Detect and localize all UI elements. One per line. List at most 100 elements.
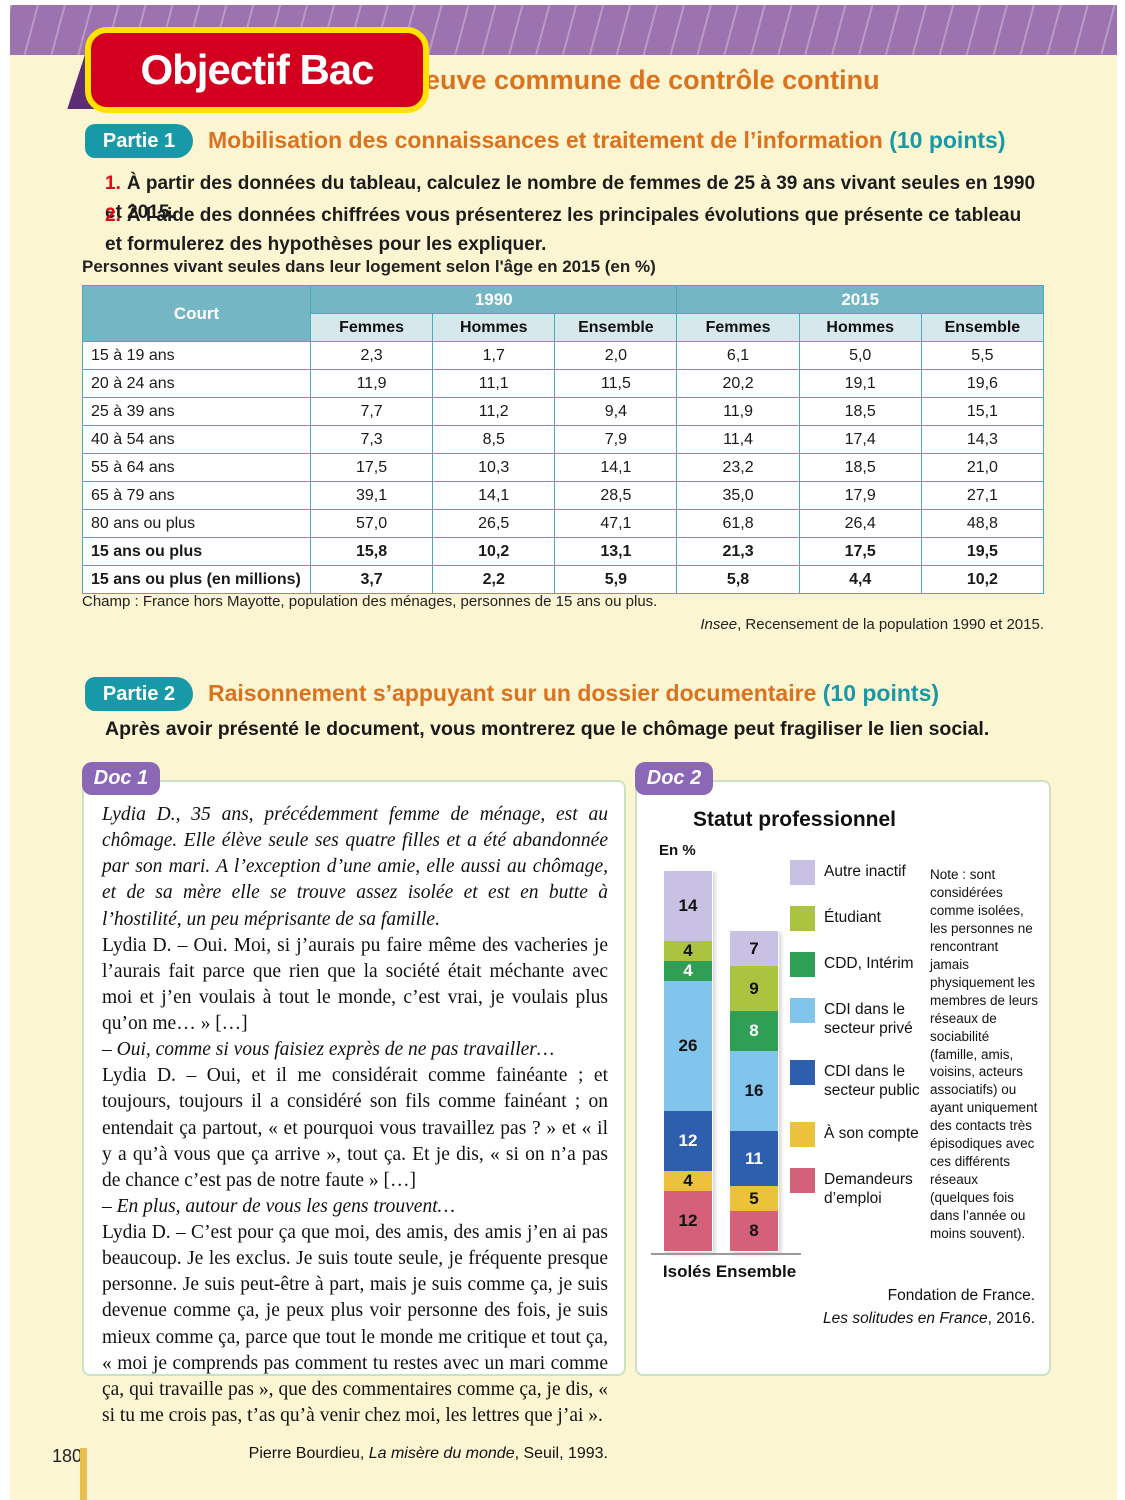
table-cell: 5,9 [554,565,678,594]
bar-segment: 8 [730,1011,778,1051]
legend-label: CDD, Intérim [824,955,914,972]
legend-item: CDD, Intérim [790,952,932,977]
table-cell: 48,8 [920,509,1045,538]
row-label: 15 ans ou plus (en millions) [82,565,311,594]
partie2-title: Raisonnement s’appuyant sur un dossier d… [208,680,939,707]
table-cell: 17,5 [309,453,434,482]
chart-legend: Autre inactif Étudiant CDD, Intérim CDI dan… [790,860,932,1208]
table-subheader: Ensemble [920,313,1045,342]
table-cell: 1,7 [432,341,556,370]
legend-swatch [790,952,815,977]
table-cell: 3,7 [309,565,434,594]
bar-segment: 7 [730,931,778,966]
question-2: 2. À l’aide des données chiffrées vous pr… [105,201,1040,260]
doc2-source-title: Les solitudes en France [823,1309,988,1327]
table-cell: 11,5 [554,369,678,398]
doc2-badge-label: Doc 2 [646,767,702,789]
table-cell: 14,1 [432,481,556,510]
legend-swatch [790,1167,815,1193]
doc1-source-rest: , Seuil, 1993. [514,1445,608,1462]
row-label: 15 ans ou plus [82,537,311,566]
partie2-points: (10 points) [822,680,940,706]
table-cell: 7,3 [309,425,434,454]
partie2-badge: Partie 2 [85,677,193,711]
row-label: 25 à 39 ans [82,397,311,426]
table-cell: 9,4 [554,397,678,426]
question-1: 1. À partir des données du tableau, calcu… [105,169,1040,228]
table-row: 15 ans ou plus 15,8 10,2 13,1 21,3 17,5 19,5 [82,537,1045,566]
statistics-table: Court 1990 2015 Femmes Hommes Ensemble F… [82,285,1045,594]
table-cell: 17,9 [798,481,922,510]
doc1-badge-label: Doc 1 [93,767,149,789]
bar-segment: 26 [664,981,712,1111]
table-cell: 18,5 [798,397,922,426]
doc1-source: Pierre Bourdieu, La misère du monde, Seu… [84,1445,624,1463]
table-cell: 2,2 [432,565,556,594]
doc1-source-title: La misère du monde [368,1445,515,1462]
table-cell: 19,5 [920,537,1045,566]
stacked-bar-ensemble: 7 9 8 16 11 5 8 [729,930,779,1252]
bar-segment: 11 [730,1131,778,1186]
table-source-insee: Insee [700,616,738,633]
table-row: 25 à 39 ans 7,7 11,2 9,4 11,9 18,5 15,1 [82,397,1045,426]
table-corner-cell: Court [82,285,311,342]
row-label: 40 à 54 ans [82,425,311,454]
legend-item: À son compte [790,1121,932,1147]
legend-label: Demandeurs d’emploi [824,1170,913,1207]
table-cell: 14,1 [554,453,678,482]
legend-swatch [790,906,815,931]
table-source: Insee, Recensement de la population 1990… [82,616,1044,633]
table-cell: 5,5 [920,341,1045,370]
table-cell: 15,1 [920,397,1045,426]
legend-item: Demandeurs d’emploi [790,1167,932,1209]
table-cell: 23,2 [676,453,800,482]
table-cell: 18,5 [798,453,922,482]
table-cell: 11,9 [676,397,800,426]
chart-note: Note : sont considérées comme isolées, l… [930,867,1039,1242]
table-row: 80 ans ou plus 57,0 26,5 47,1 61,8 26,4 48,8 [82,509,1045,538]
category-label-isoles: Isolés [662,1262,712,1281]
doc2-source-org: Fondation de France. [887,1287,1035,1305]
row-label: 55 à 64 ans [82,453,311,482]
row-label: 15 à 19 ans [82,341,311,370]
partie1-points: (10 points) [889,127,1006,153]
table-cell: 21,0 [920,453,1045,482]
table-cell: 2,0 [554,341,678,370]
table-subheader: Femmes [309,313,434,342]
table-cell: 17,4 [798,425,922,454]
bar-segment: 9 [730,966,778,1011]
doc1-source-author: Pierre Bourdieu, [248,1445,369,1462]
table-cell: 10,2 [432,537,556,566]
doc1-paragraph: – En plus, autour de vous les gens trouv… [102,1195,455,1217]
table-row: 40 à 54 ans 7,3 8,5 7,9 11,4 17,4 14,3 [82,425,1045,454]
row-label: 20 à 24 ans [82,369,311,398]
table-subheader: Hommes [432,313,556,342]
bar-segment: 4 [664,941,712,961]
doc1-paragraph: Lydia D., 35 ans, précédemment femme de … [102,804,608,930]
table-cell: 19,6 [920,369,1045,398]
partie2-instruction: Après avoir présenté le document, vous m… [105,718,990,740]
table-year-2015: 2015 [676,285,1044,314]
legend-item: Autre inactif [790,860,932,885]
doc2-source-year: , 2016. [987,1309,1035,1327]
table-cell: 11,4 [676,425,800,454]
legend-swatch [790,1121,815,1147]
footer-gold-bar [80,1448,87,1500]
question-2-number: 2. [105,205,121,226]
legend-swatch [790,998,815,1023]
chart-unit-label: En % [659,842,696,859]
bar-segment: 12 [664,1191,712,1251]
doc2-source: Fondation de France. Les solitudes en Fr… [823,1285,1035,1330]
legend-swatch [790,1059,815,1085]
bar-segment: 16 [730,1051,778,1131]
table-row: 15 à 19 ans 2,3 1,7 2,0 6,1 5,0 5,5 [82,341,1045,370]
table-subheader: Ensemble [554,313,678,342]
table-cell: 7,9 [554,425,678,454]
objectif-bac-label: Objectif Bac [140,46,374,93]
page-number: 180 [52,1446,83,1466]
legend-swatch [790,860,815,885]
bar-segment: 4 [664,1171,712,1191]
legend-label: À son compte [824,1124,919,1142]
table-cell: 19,1 [798,369,922,398]
